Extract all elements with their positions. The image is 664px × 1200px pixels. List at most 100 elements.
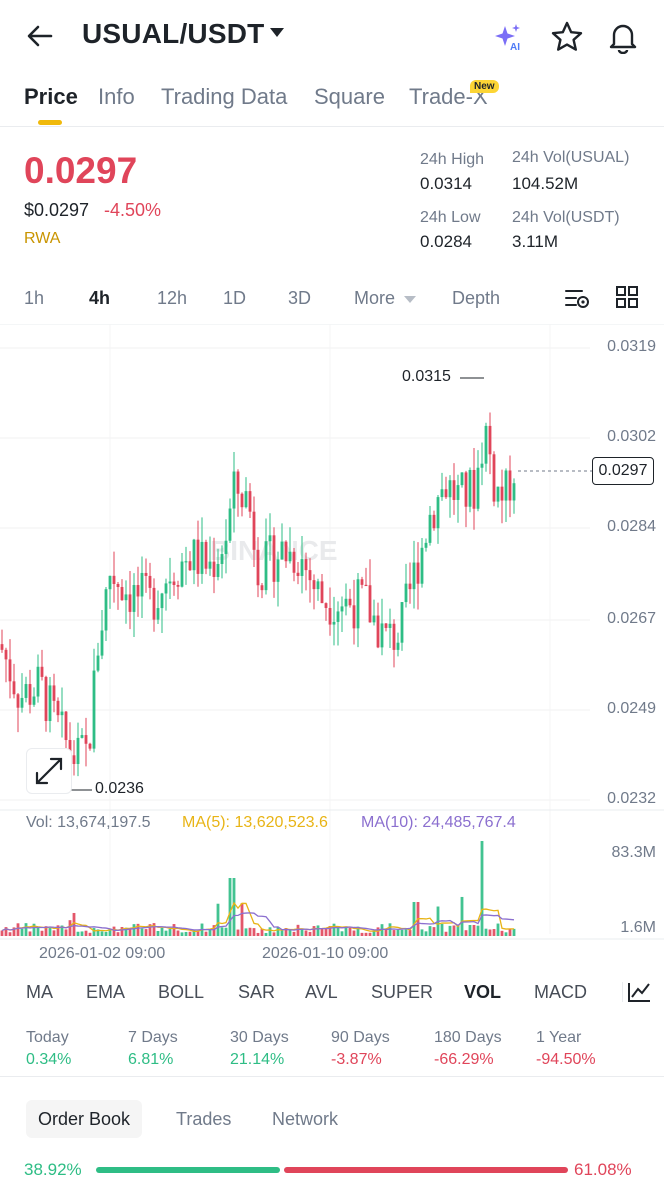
tab-info[interactable]: Info — [98, 84, 135, 109]
candle-body — [184, 561, 188, 563]
price-axis-label: 0.0232 — [607, 790, 656, 807]
bell-icon[interactable] — [606, 20, 640, 54]
volume-bar — [488, 929, 492, 936]
candle-body — [160, 593, 164, 609]
candle-body — [176, 584, 180, 587]
fullscreen-button[interactable] — [26, 748, 72, 794]
low-value: 0.0284 — [420, 232, 472, 251]
perf-value: 0.34% — [26, 1051, 72, 1068]
indicator-macd[interactable]: MACD — [534, 982, 587, 1002]
volume-bar — [12, 927, 16, 936]
candle-body — [500, 486, 504, 501]
high-marker-label: 0.0315 — [402, 368, 451, 385]
volume-bar — [216, 903, 220, 936]
star-icon[interactable] — [550, 20, 584, 54]
interval-4h[interactable]: 4h — [89, 288, 111, 308]
candle-body — [204, 541, 208, 569]
ma5-label: MA(5): 13,620,523.6 — [182, 814, 328, 831]
volume-bar — [312, 926, 316, 936]
interval-3d[interactable]: 3D — [288, 288, 312, 308]
tab-trades[interactable]: Trades — [176, 1109, 232, 1129]
volume-bar — [156, 930, 160, 936]
candle-body — [360, 579, 364, 585]
volume-bar — [440, 923, 444, 936]
candle-body — [4, 649, 8, 660]
volume-bar — [28, 931, 32, 936]
volume-bar — [300, 929, 304, 936]
volume-bar — [332, 923, 336, 936]
volume-bar — [344, 926, 348, 936]
volume-bar — [24, 923, 28, 936]
perf-value: 21.14% — [230, 1051, 285, 1068]
volume-bar — [324, 928, 328, 936]
indicator-avl[interactable]: AVL — [305, 982, 338, 1002]
category-tag[interactable]: RWA — [24, 230, 61, 247]
chart-canvas[interactable]: BINANCE — [0, 323, 664, 964]
volume-bar — [236, 929, 240, 936]
volume-bar — [256, 932, 260, 936]
interval-1h[interactable]: 1h — [24, 288, 45, 308]
candle-body — [144, 572, 148, 576]
indicator-sar[interactable]: SAR — [238, 982, 276, 1002]
interval-1d[interactable]: 1D — [223, 288, 247, 308]
volume-bar — [428, 926, 432, 936]
candle-body — [432, 514, 436, 529]
ai-sparkle-icon[interactable]: AI — [494, 22, 526, 52]
candle-body — [388, 623, 392, 628]
candle-body — [424, 542, 428, 548]
volume-bar — [228, 878, 232, 936]
indicator-boll[interactable]: BOLL — [158, 982, 205, 1002]
candle-body — [352, 605, 356, 629]
volume-bar — [384, 929, 388, 936]
candle-body — [276, 559, 280, 582]
candle-body — [20, 697, 24, 708]
vol-base-label: 24h Vol(USUAL) — [512, 149, 630, 166]
candle-body — [476, 467, 480, 509]
indicator-settings-icon[interactable] — [626, 980, 652, 1004]
indicator-ema[interactable]: EMA — [86, 982, 126, 1002]
indicator-ma[interactable]: MA — [26, 982, 53, 1002]
perf-value: -94.50% — [536, 1051, 596, 1068]
candle-body — [12, 681, 16, 695]
interval-depth[interactable]: Depth — [452, 288, 501, 308]
tab-trading-data[interactable]: Trading Data — [161, 84, 288, 109]
candle-body — [316, 581, 320, 590]
pair-title[interactable]: USUAL/USDT — [82, 18, 265, 49]
tab-network[interactable]: Network — [272, 1109, 339, 1129]
candle-body — [472, 469, 476, 509]
indicator-super[interactable]: SUPER — [371, 982, 434, 1002]
candle-body — [80, 735, 84, 738]
grid-layout-icon[interactable] — [614, 284, 640, 310]
volume-bar — [140, 928, 144, 936]
candle-body — [32, 696, 36, 705]
candle-body — [88, 743, 92, 749]
candle-body — [336, 611, 340, 622]
candle-body — [348, 598, 352, 606]
volume-bar — [108, 928, 112, 936]
tab-order-book[interactable]: Order Book — [26, 1100, 143, 1138]
volume-bar — [40, 930, 44, 936]
more-caret-icon[interactable] — [404, 296, 416, 303]
volume-bar — [20, 928, 24, 936]
tab-price[interactable]: Price — [24, 84, 78, 109]
interval-bar: 1h 4h 12h 1D 3D More Depth — [0, 280, 664, 316]
volume-bar — [464, 930, 468, 936]
tab-square[interactable]: Square — [314, 84, 385, 109]
chart-settings-icon[interactable] — [564, 286, 590, 312]
price-axis-label: 0.0267 — [607, 610, 656, 627]
volume-bar — [360, 932, 364, 936]
candle-body — [504, 470, 508, 501]
candle-body — [376, 615, 380, 648]
volume-bar — [252, 928, 256, 936]
volume-bar — [424, 931, 428, 936]
volume-bar — [452, 925, 456, 936]
back-arrow-icon[interactable] — [24, 20, 56, 52]
interval-more[interactable]: More — [354, 288, 396, 308]
candlestick-chart[interactable]: BINANCE 0.0319 0.0302 0.0284 0.0267 0.02… — [0, 323, 664, 964]
interval-12h[interactable]: 12h — [157, 288, 188, 308]
caret-down-icon[interactable] — [270, 28, 284, 37]
candle-body — [436, 497, 440, 529]
volume-bar — [420, 929, 424, 936]
indicator-vol[interactable]: VOL — [464, 982, 502, 1002]
perf-180d: 180 Days -66.29% — [434, 1029, 502, 1069]
